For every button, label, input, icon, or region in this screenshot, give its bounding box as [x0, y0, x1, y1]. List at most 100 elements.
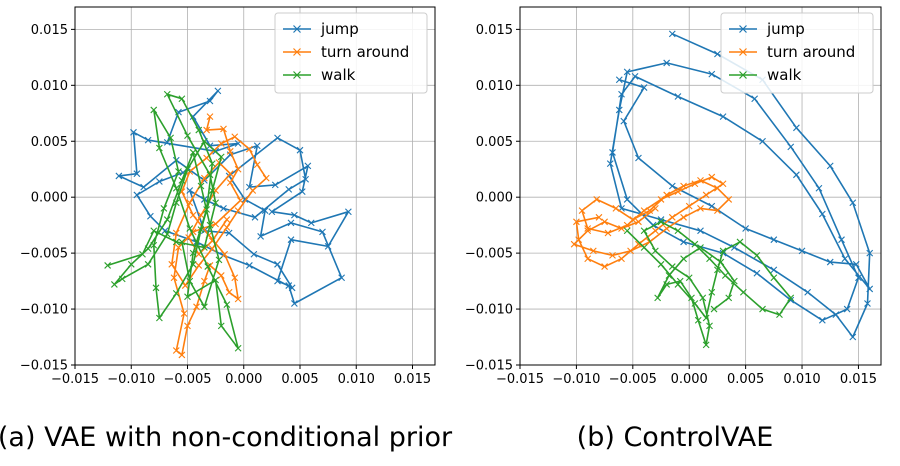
data-point	[220, 125, 227, 133]
data-point	[663, 281, 671, 288]
legend-marker	[293, 48, 301, 56]
data-point	[601, 263, 608, 270]
data-point	[133, 191, 141, 199]
data-point	[200, 244, 208, 251]
data-point	[184, 132, 191, 140]
x-tick-label: 0.000	[671, 372, 708, 387]
data-point	[344, 208, 352, 216]
data-point	[714, 50, 721, 58]
y-tick-label: −0.005	[20, 247, 68, 262]
data-point	[708, 70, 716, 78]
data-point	[623, 196, 631, 203]
caption-a: (a) VAE with non-conditional prior	[0, 422, 453, 453]
data-point	[798, 247, 806, 255]
data-point	[714, 207, 721, 215]
data-point	[674, 188, 682, 195]
axes-frame	[74, 6, 436, 366]
data-point	[787, 294, 795, 302]
data-point	[221, 250, 229, 258]
y-tick-label: −0.005	[465, 247, 513, 262]
series-walk	[623, 218, 795, 349]
data-point	[640, 207, 648, 215]
data-point	[714, 184, 721, 192]
caption-b: (b) ControlVAE	[577, 422, 774, 453]
data-point	[826, 258, 834, 266]
data-point	[217, 140, 225, 147]
data-point	[223, 301, 231, 308]
data-point	[818, 210, 826, 218]
data-point	[253, 161, 261, 169]
data-point	[680, 182, 687, 190]
data-point	[826, 162, 834, 170]
data-point	[618, 225, 625, 232]
data-point	[206, 97, 214, 105]
data-point	[708, 288, 716, 296]
data-point	[651, 204, 659, 212]
data-point	[640, 84, 648, 91]
data-point	[324, 243, 332, 250]
data-point	[185, 234, 193, 241]
data-point	[118, 275, 126, 283]
data-point	[212, 220, 220, 228]
data-point	[217, 272, 225, 279]
data-point	[130, 128, 137, 136]
data-point	[245, 145, 253, 153]
data-point	[770, 236, 778, 244]
data-point	[296, 146, 304, 154]
data-point	[646, 207, 654, 215]
series-line	[118, 90, 350, 305]
x-tick-label: −0.010	[107, 372, 155, 387]
data-point	[287, 219, 295, 227]
data-point	[654, 294, 662, 302]
data-point	[257, 232, 265, 240]
data-point	[618, 255, 625, 263]
data-point	[163, 230, 171, 238]
x-tick-label: −0.005	[609, 372, 657, 387]
data-point	[776, 311, 783, 319]
data-point	[178, 351, 186, 359]
y-tick-label: 0.000	[31, 191, 68, 206]
data-point	[699, 294, 707, 302]
panel-a: −0.015−0.015 −0.010 −0.010 −0.005 −0.005 0.00…	[20, 6, 436, 387]
x-tick-label: −0.015	[496, 372, 544, 387]
data-point	[186, 277, 194, 285]
data-point	[155, 314, 163, 322]
data-point	[150, 241, 158, 249]
data-point	[133, 170, 141, 178]
data-point	[236, 197, 244, 204]
data-point	[175, 168, 182, 175]
data-point	[178, 238, 186, 246]
data-point	[751, 95, 759, 103]
data-point	[657, 216, 665, 223]
legend-label: jump	[320, 20, 359, 38]
data-point	[206, 221, 214, 229]
data-point	[155, 178, 163, 185]
series-jump	[606, 30, 874, 341]
data-point	[140, 183, 148, 191]
data-point	[832, 311, 840, 319]
data-point	[841, 255, 849, 263]
data-point	[843, 305, 851, 313]
data-point	[217, 322, 225, 330]
data-point	[691, 180, 699, 188]
data-point	[742, 225, 750, 232]
data-point	[721, 272, 729, 279]
x-tick-label: 0.010	[338, 372, 375, 387]
data-point	[818, 316, 826, 324]
data-point	[584, 225, 592, 232]
data-point	[200, 137, 208, 145]
y-tick-label: −0.015	[20, 359, 68, 374]
y-tick-label: −0.015	[465, 359, 513, 374]
y-tick-label: −0.010	[465, 303, 513, 318]
y-tick-label: 0.005	[31, 135, 68, 150]
data-point	[253, 142, 261, 150]
legend-item-jump: jump	[729, 20, 805, 38]
data-point	[620, 117, 628, 125]
data-point	[708, 202, 716, 210]
x-tick-label: 0.005	[281, 372, 318, 387]
data-point	[668, 263, 676, 270]
data-point	[307, 219, 315, 227]
legend-box	[720, 12, 874, 94]
data-point	[635, 218, 642, 226]
